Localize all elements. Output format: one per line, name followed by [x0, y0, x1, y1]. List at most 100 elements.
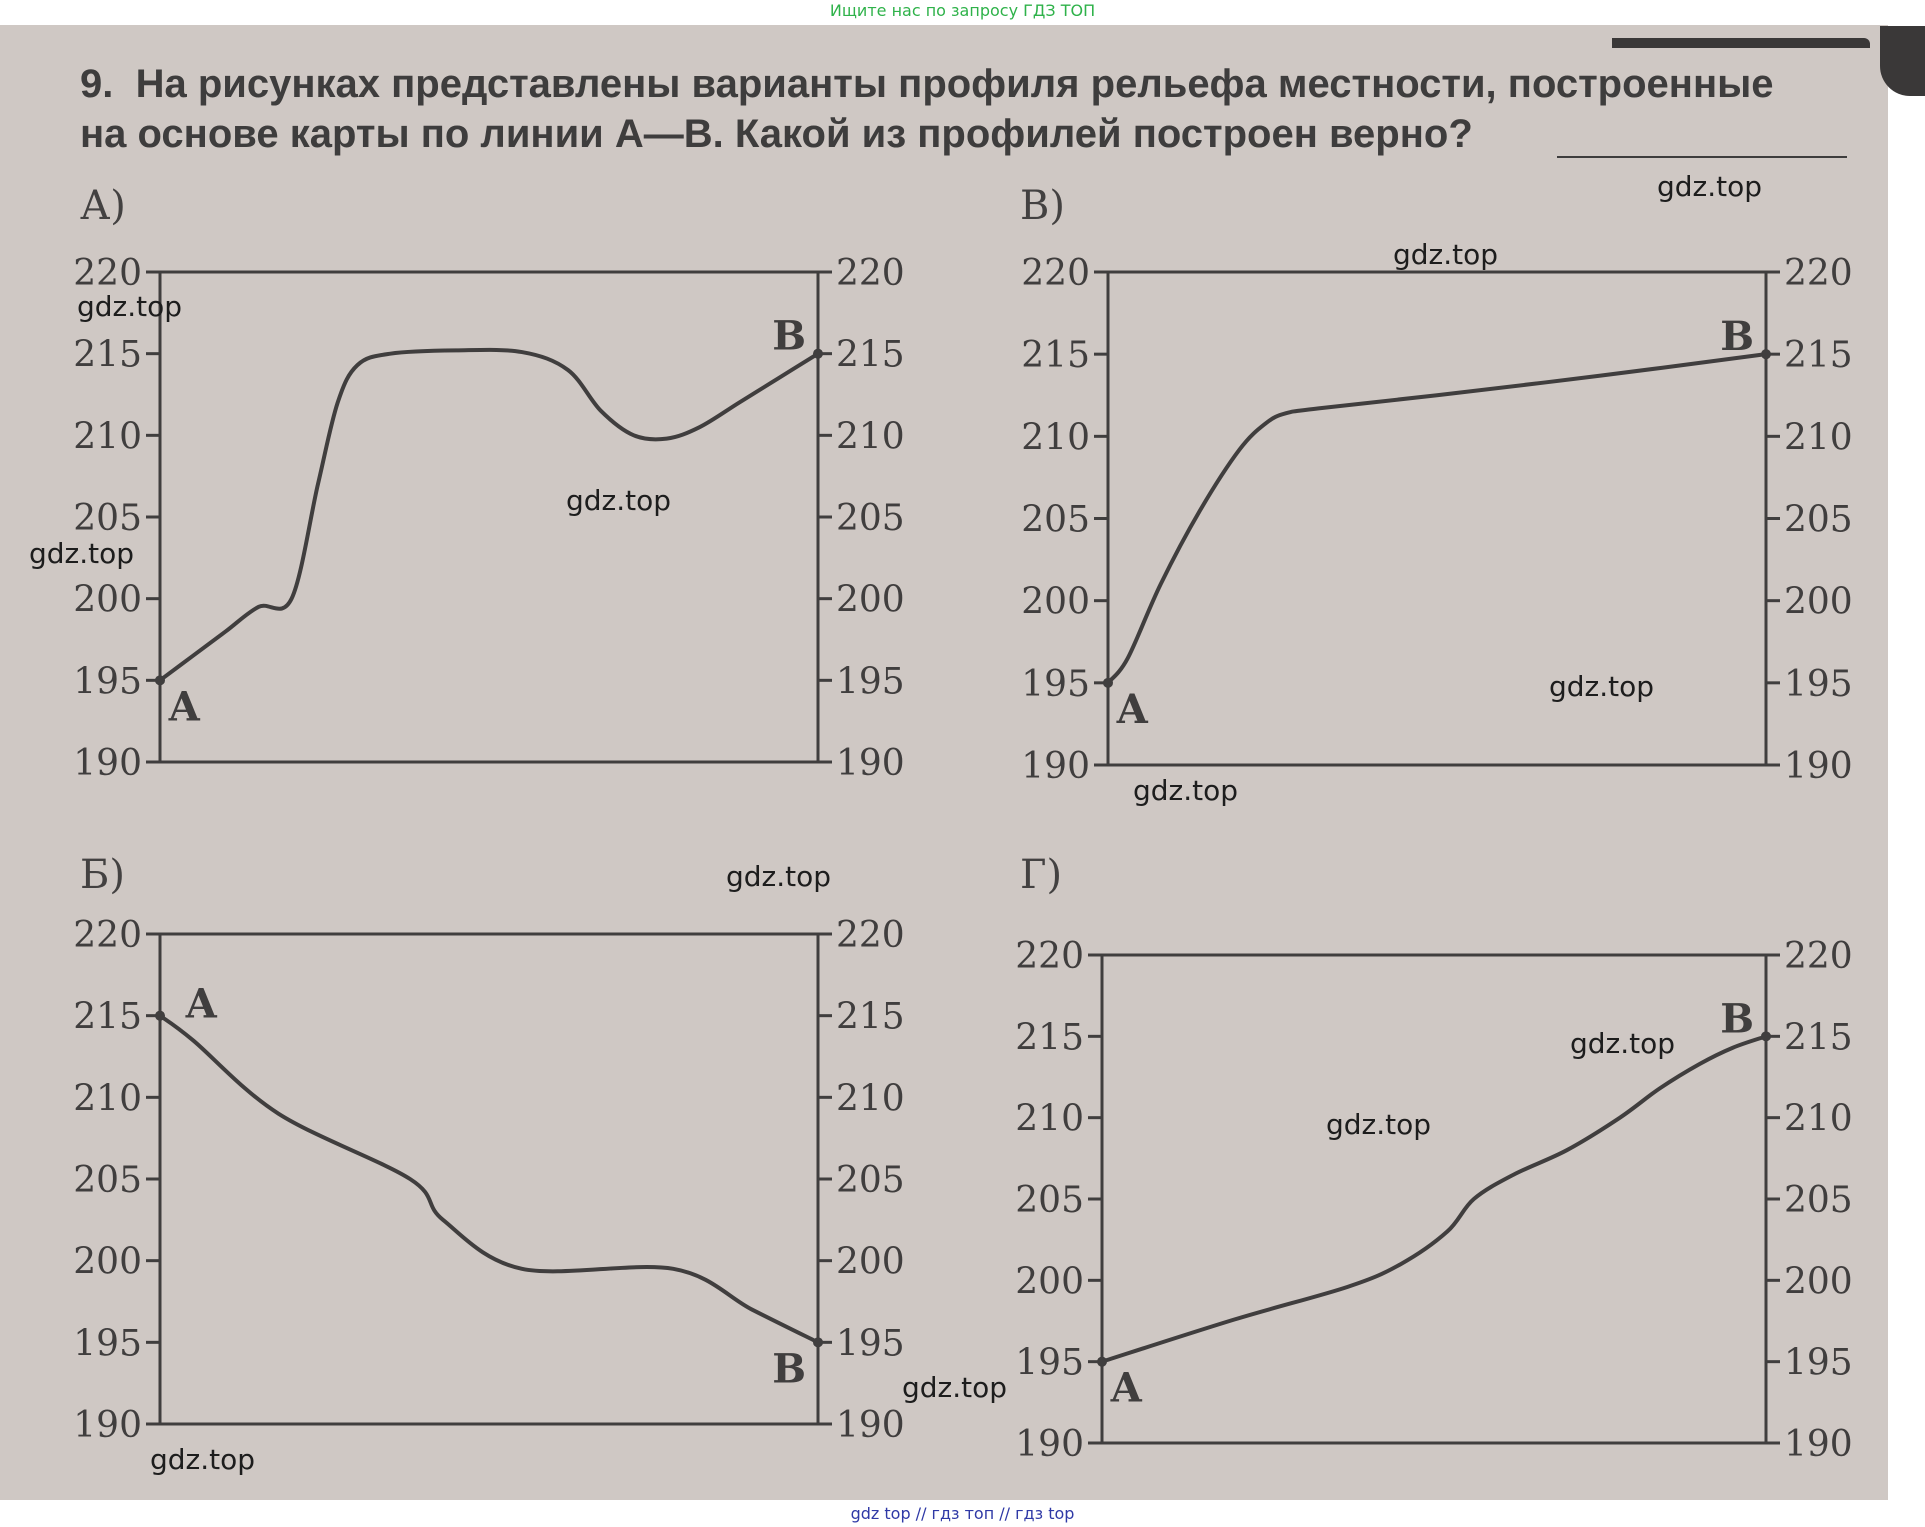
- chart-b-right-tick-label: 200: [836, 1242, 905, 1283]
- chart-a-right-tick-label: 200: [836, 580, 905, 621]
- chart-a-right-tick-label: 190: [836, 743, 905, 784]
- bottom-banner: gdz top // гдз топ // гдз top: [850, 1504, 1075, 1523]
- chart-g-start-point: [1097, 1356, 1107, 1367]
- chart-g-end-label: В: [1720, 995, 1754, 1042]
- chart-v-right-tick-label: 190: [1784, 746, 1853, 787]
- chart-v-left-tick-label: 210: [1021, 417, 1090, 458]
- chart-b-left-tick-label: 205: [73, 1160, 142, 1201]
- chart-v-left-tick-label: 205: [1021, 500, 1090, 541]
- chart-v-right-tick-label: 205: [1784, 500, 1853, 541]
- chart-b-profile-line: [158, 1014, 819, 1345]
- watermark: gdz.top: [150, 1443, 256, 1476]
- chart-b-left-tick-label: 220: [73, 915, 142, 956]
- chart-a-left-tick-label: 200: [73, 580, 142, 621]
- watermark: gdz.top: [77, 290, 183, 323]
- panel-label-a: А): [80, 183, 126, 229]
- watermark: gdz.top: [1326, 1108, 1432, 1141]
- page-corner-tab: [1880, 26, 1925, 96]
- chart-b-left-tick-label: 195: [73, 1323, 142, 1364]
- chart-a-profile-line: [158, 347, 820, 682]
- chart-a-left-tick-label: 205: [73, 498, 142, 539]
- chart-g-left-tick-label: 210: [1015, 1099, 1084, 1140]
- watermark: gdz.top: [726, 860, 832, 893]
- chart-b-start-label: А: [185, 981, 218, 1028]
- chart-a-end-label: В: [772, 313, 806, 360]
- chart-g-left-tick-label: 220: [1015, 936, 1084, 977]
- chart-b-left-tick-label: 190: [73, 1405, 142, 1446]
- chart-g-right-tick-label: 215: [1784, 1017, 1853, 1058]
- watermark: gdz.top: [566, 484, 672, 517]
- chart-g-left-tick-label: 190: [1015, 1424, 1084, 1465]
- chart-g-right-tick-label: 210: [1784, 1099, 1853, 1140]
- chart-g-left-tick-label: 215: [1015, 1017, 1084, 1058]
- chart-g-left-tick-label: 195: [1015, 1343, 1084, 1384]
- chart-b-right-tick-label: 190: [836, 1405, 905, 1446]
- chart-v-right-tick-label: 210: [1784, 417, 1853, 458]
- chart-g-right-tick-label: 200: [1784, 1261, 1853, 1302]
- chart-b-left-tick-label: 210: [73, 1078, 142, 1119]
- chart-g-left-tick-label: 200: [1015, 1261, 1084, 1302]
- top-banner: Ищите нас по запросу ГДЗ ТОП: [829, 1, 1096, 20]
- answer-blank[interactable]: [1557, 156, 1847, 158]
- chart-a-start-label: А: [168, 683, 201, 730]
- chart-g-end-point: [1761, 1031, 1771, 1042]
- chart-b-right-tick-label: 195: [836, 1323, 905, 1364]
- chart-g-right-tick-label: 205: [1784, 1180, 1853, 1221]
- question-line-2: на основе карты по линии А—В. Какой из п…: [80, 112, 1473, 156]
- chart-v-left-tick-label: 190: [1021, 746, 1090, 787]
- chart-a-right-tick-label: 215: [836, 335, 905, 376]
- watermark: gdz.top: [902, 1371, 1008, 1404]
- chart-g-left-tick-label: 205: [1015, 1180, 1084, 1221]
- chart-b-right-tick-label: 220: [836, 915, 905, 956]
- page-corner-line: [1612, 38, 1870, 48]
- chart-v-profile-line: [1106, 352, 1767, 685]
- watermark: gdz.top: [1570, 1027, 1676, 1060]
- chart-v-right-tick-label: 195: [1784, 664, 1853, 705]
- chart-a-left-tick-label: 215: [73, 335, 142, 376]
- chart-a-left-tick-label: 210: [73, 416, 142, 457]
- panel-label-v: В): [1020, 183, 1065, 229]
- watermark: gdz.top: [1133, 774, 1239, 807]
- chart-v-left-tick-label: 220: [1021, 253, 1090, 294]
- chart-a-right-tick-label: 210: [836, 416, 905, 457]
- chart-v-end-label: В: [1720, 313, 1754, 360]
- chart-v-left-tick-label: 215: [1021, 335, 1090, 376]
- chart-a-end-point: [813, 348, 823, 359]
- watermark: gdz.top: [29, 537, 135, 570]
- chart-g-right-tick-label: 195: [1784, 1343, 1853, 1384]
- chart-g-right-tick-label: 220: [1784, 936, 1853, 977]
- chart-g-profile-line: [1101, 1034, 1767, 1364]
- chart-a-right-tick-label: 195: [836, 661, 905, 702]
- chart-b-end-point: [813, 1337, 823, 1348]
- chart-b-start-point: [155, 1010, 165, 1021]
- question-text-1: На рисунках представлены варианты профил…: [135, 62, 1774, 106]
- question-line-1: 9. На рисунках представлены варианты про…: [80, 62, 1774, 107]
- question-number: 9.: [80, 62, 114, 106]
- chart-b-left-tick-label: 200: [73, 1242, 142, 1283]
- watermark: gdz.top: [1393, 238, 1499, 271]
- panel-label-g: Г): [1020, 852, 1063, 898]
- chart-a-right-tick-label: 205: [836, 498, 905, 539]
- chart-v-start-label: А: [1116, 686, 1149, 733]
- chart-v-left-tick-label: 200: [1021, 582, 1090, 623]
- chart-a-start-point: [155, 675, 165, 686]
- chart-v-start-point: [1103, 677, 1113, 688]
- chart-b-right-tick-label: 215: [836, 997, 905, 1038]
- chart-a-left-tick-label: 220: [73, 253, 142, 294]
- chart-a-left-tick-label: 190: [73, 743, 142, 784]
- chart-g-start-label: А: [1110, 1365, 1143, 1412]
- chart-b-right-tick-label: 210: [836, 1078, 905, 1119]
- chart-a-right-tick-label: 220: [836, 253, 905, 294]
- chart-b-left-tick-label: 215: [73, 997, 142, 1038]
- watermark: gdz.top: [1549, 670, 1655, 703]
- chart-v-right-tick-label: 215: [1784, 335, 1853, 376]
- watermark: gdz.top: [1657, 170, 1763, 203]
- chart-b-end-label: В: [772, 1345, 806, 1392]
- chart-a-left-tick-label: 195: [73, 661, 142, 702]
- chart-v-left-tick-label: 195: [1021, 664, 1090, 705]
- chart-v-right-tick-label: 220: [1784, 253, 1853, 294]
- chart-g-right-tick-label: 190: [1784, 1424, 1853, 1465]
- panel-label-b: Б): [80, 852, 125, 898]
- chart-v-end-point: [1761, 349, 1771, 360]
